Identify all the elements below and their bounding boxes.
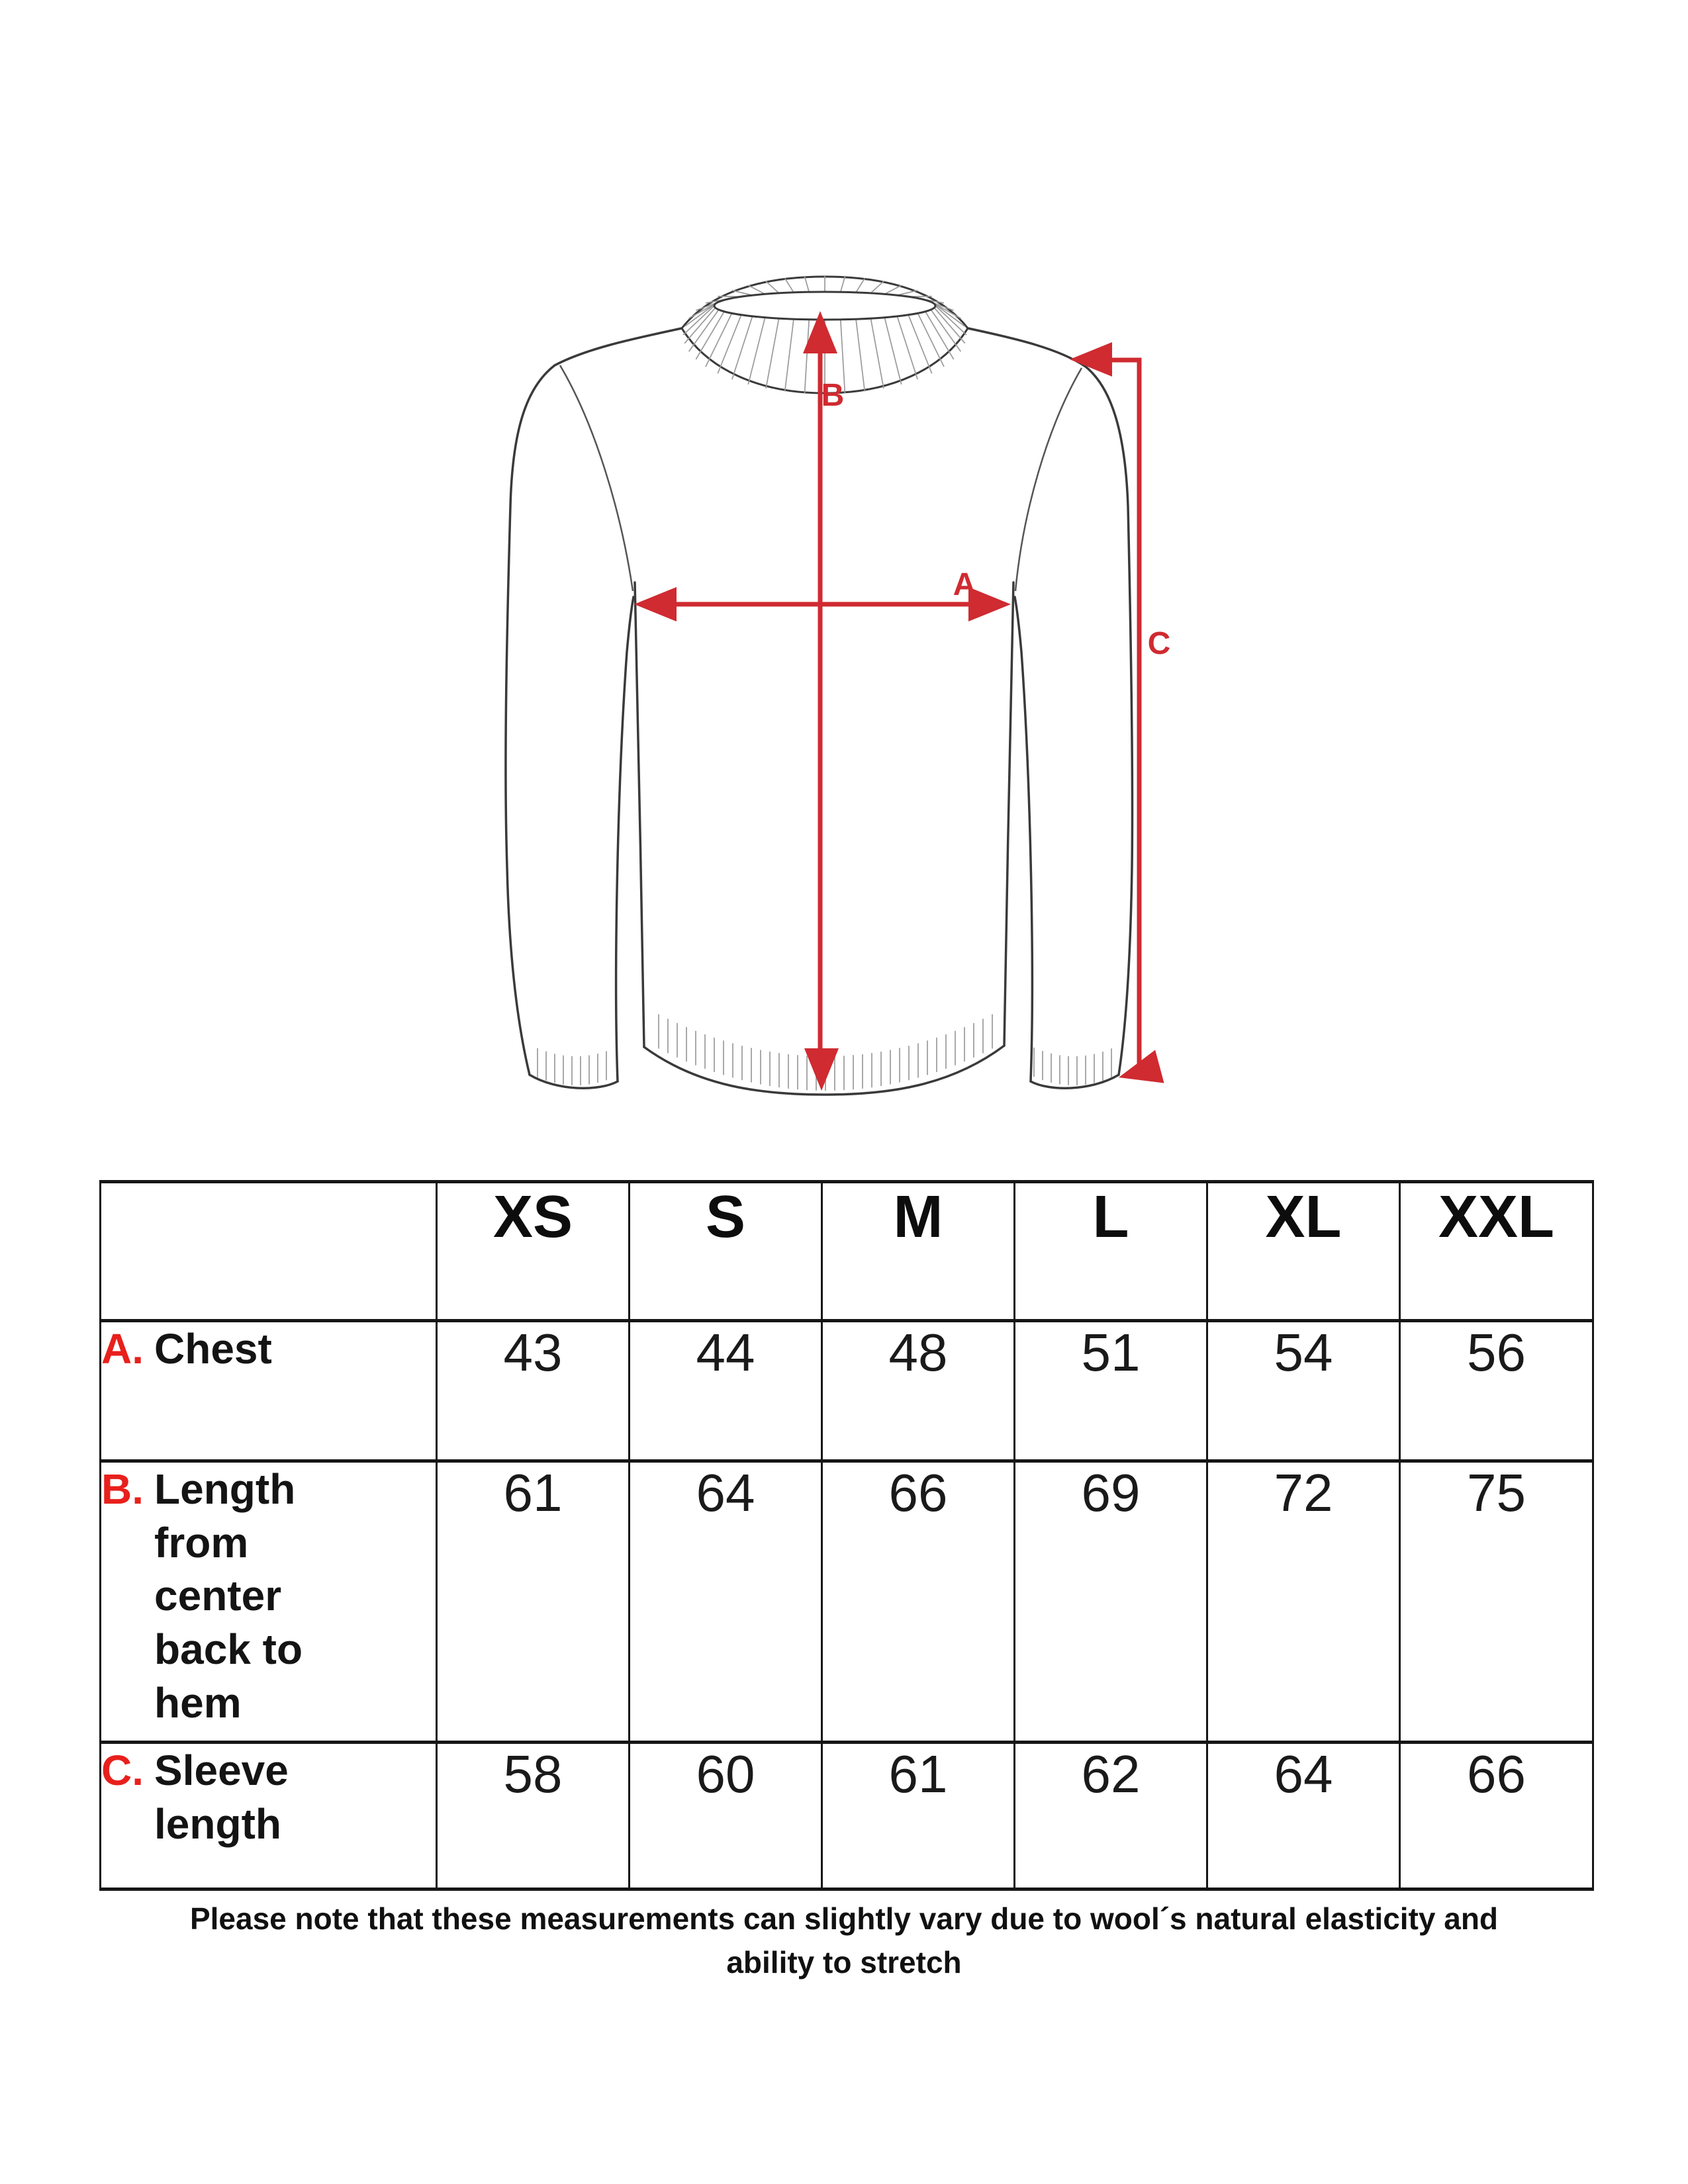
chest-xl: 54 <box>1206 1319 1401 1463</box>
chest-xs: 43 <box>436 1319 630 1463</box>
sweater-size-diagram: A B C <box>504 275 1171 1096</box>
sleeve-m: 61 <box>821 1741 1015 1891</box>
row-label-length: B. Length from center back to hem <box>99 1459 438 1744</box>
row-letter-c: C. <box>101 1747 144 1794</box>
sleeve-seams <box>559 365 1083 592</box>
note-line-1: Please note that these measurements can … <box>189 1901 1499 1936</box>
size-table: XS S M L XL XXL A. Chest 43 44 48 51 54 … <box>99 1180 1594 1891</box>
chest-xxl: 56 <box>1399 1319 1594 1463</box>
size-header-m: M <box>821 1180 1015 1322</box>
size-header-xs: XS <box>436 1180 630 1322</box>
label-a: A <box>953 567 976 602</box>
row-label-text: Sleeve length <box>154 1747 289 1848</box>
collar-rib-texture <box>682 276 967 394</box>
size-header-xxl: XXL <box>1399 1180 1594 1322</box>
row-letter-b: B. <box>101 1465 144 1513</box>
row-label-text: Chest <box>154 1325 272 1373</box>
row-letter-a: A. <box>101 1325 144 1373</box>
table-corner-cell <box>99 1180 438 1322</box>
chest-arrowhead-left <box>634 587 677 621</box>
note-line-2: ability to stretch <box>726 1945 962 1979</box>
row-label-text: Length from center back to hem <box>154 1465 303 1727</box>
length-xl: 72 <box>1206 1459 1401 1744</box>
sleeve-arrowhead-top <box>1070 342 1112 377</box>
size-header-xl: XL <box>1206 1180 1401 1322</box>
sleeve-arrowhead-bottom <box>1119 1050 1164 1083</box>
sleeve-xxl: 66 <box>1399 1741 1594 1891</box>
length-l: 69 <box>1013 1459 1208 1744</box>
sleeve-xs: 58 <box>436 1741 630 1891</box>
sleeve-l: 62 <box>1013 1741 1208 1891</box>
table-row-chest: A. Chest 43 44 48 51 54 56 <box>99 1319 1594 1463</box>
table-row-length: B. Length from center back to hem 61 64 … <box>99 1459 1594 1744</box>
table-row-sleeve: C. Sleeve length 58 60 61 62 64 66 <box>99 1741 1594 1891</box>
size-header-l: L <box>1013 1180 1208 1322</box>
measurement-lines <box>674 344 1142 1071</box>
sweater-outline <box>504 327 1134 1096</box>
label-b: B <box>821 378 845 413</box>
chest-l: 51 <box>1013 1319 1208 1463</box>
length-arrowhead-bottom <box>804 1048 839 1091</box>
sleeve-s: 60 <box>628 1741 823 1891</box>
row-label-sleeve: C. Sleeve length <box>99 1741 438 1891</box>
length-m: 66 <box>821 1459 1015 1744</box>
row-label-chest: A. Chest <box>99 1319 438 1463</box>
chest-m: 48 <box>821 1319 1015 1463</box>
size-header-s: S <box>628 1180 823 1322</box>
measurement-arrowheads <box>634 311 1164 1091</box>
header-row: XS S M L XL XXL <box>99 1180 1594 1322</box>
measurement-note: Please note that these measurements can … <box>0 1897 1688 1984</box>
sleeve-measure-line <box>1079 357 1142 1071</box>
label-c: C <box>1148 626 1171 661</box>
length-xs: 61 <box>436 1459 630 1744</box>
cuff-rib-texture <box>537 1047 1112 1085</box>
sleeve-xl: 64 <box>1206 1741 1401 1891</box>
chest-s: 44 <box>628 1319 823 1463</box>
length-xxl: 75 <box>1399 1459 1594 1744</box>
length-s: 64 <box>628 1459 823 1744</box>
collar-opening <box>713 291 937 321</box>
chest-arrowhead-right <box>968 587 1011 621</box>
length-arrowhead-top <box>803 311 837 353</box>
